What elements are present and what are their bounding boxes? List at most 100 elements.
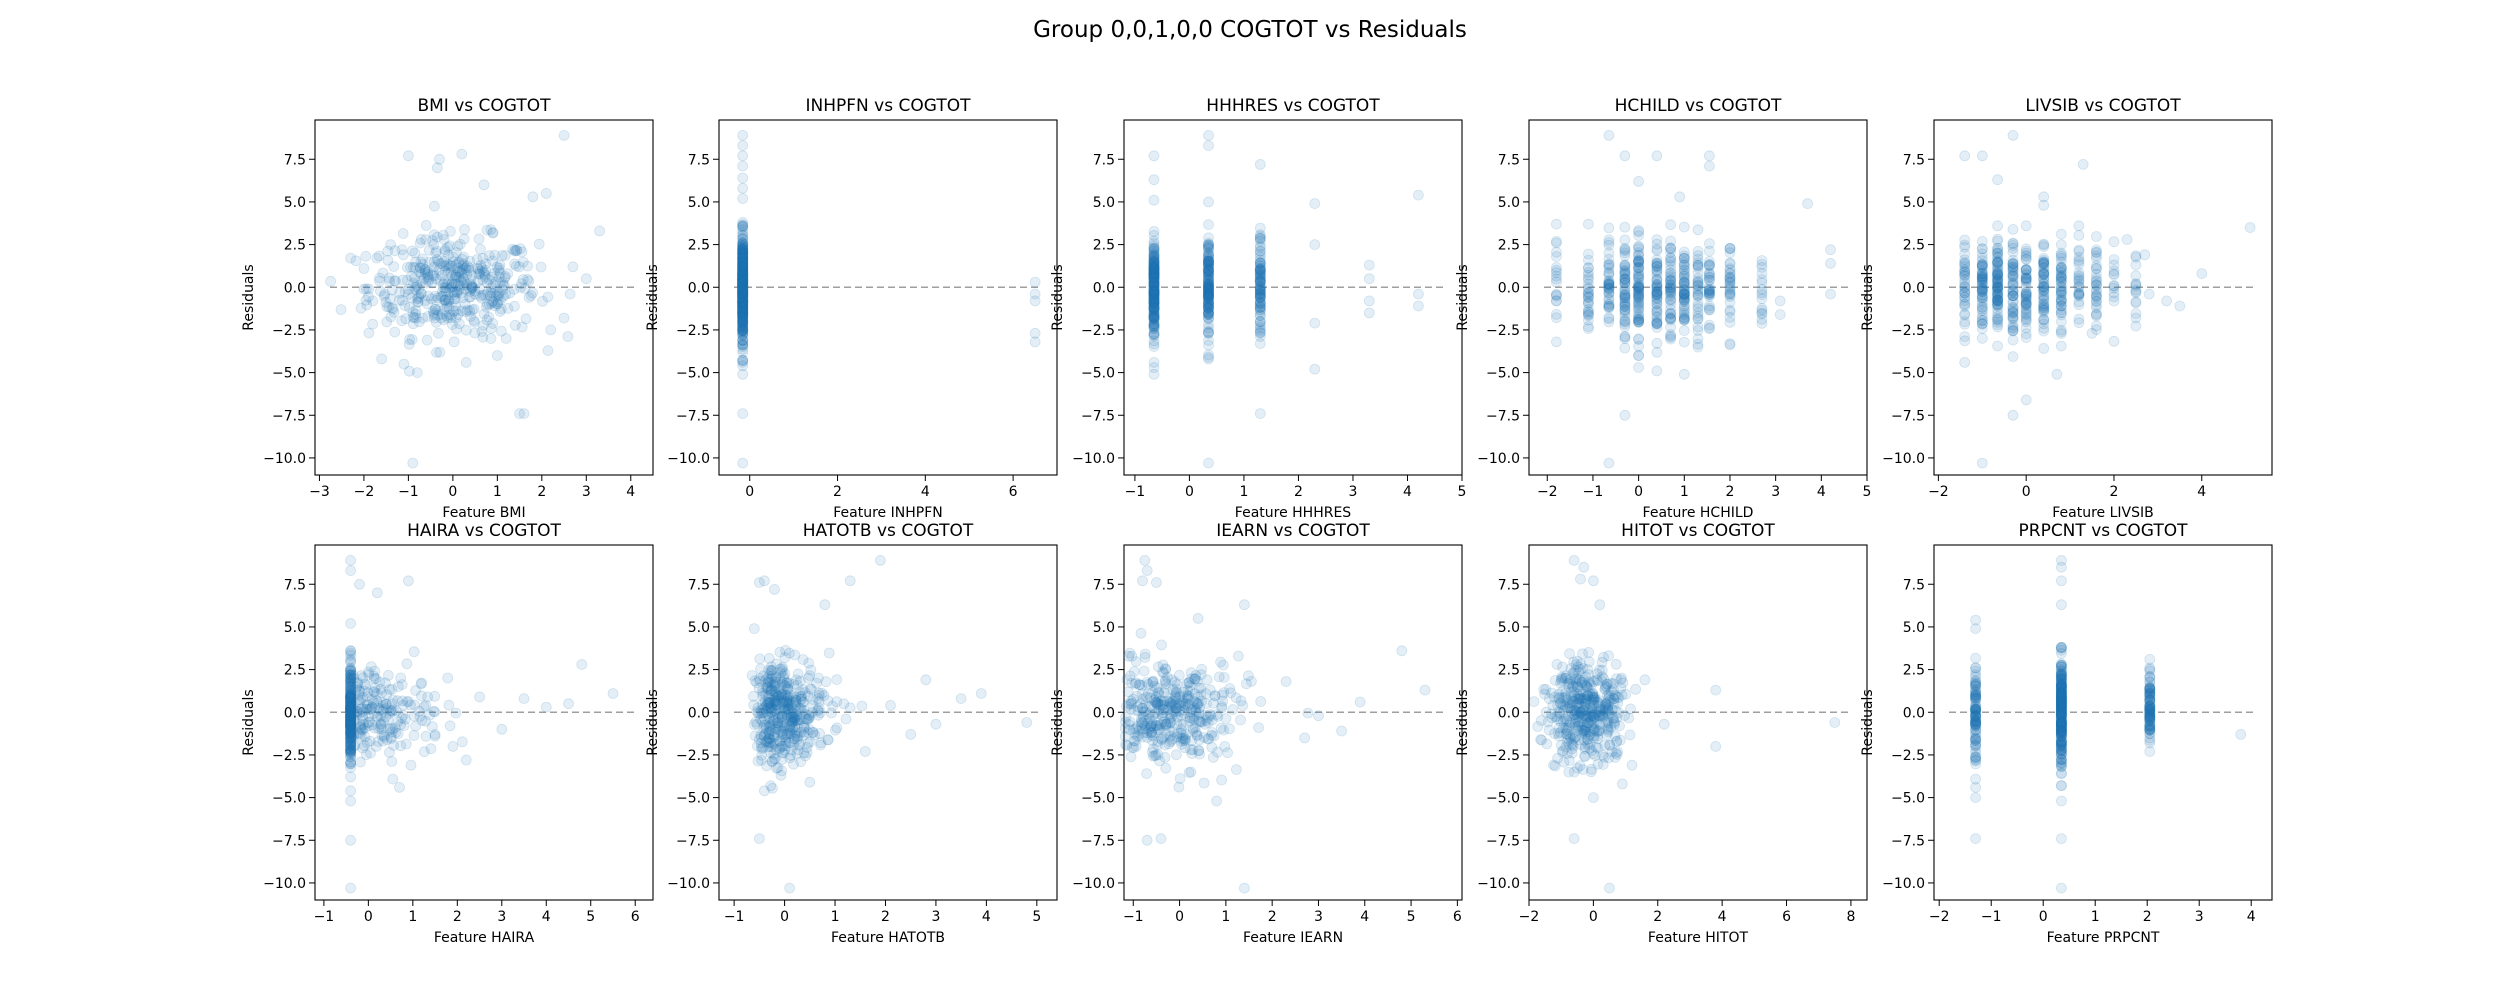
scatter-point [432, 327, 444, 339]
scatter-point [384, 293, 396, 305]
scatter-point [792, 668, 804, 680]
scatter-point [1678, 307, 1690, 319]
scatter-point [1124, 647, 1136, 659]
scatter-point [831, 674, 843, 685]
scatter-point [737, 290, 749, 302]
scatter-point [737, 252, 749, 264]
scatter-point [439, 294, 451, 306]
x-tick-label: −3 [309, 484, 330, 500]
scatter-point [1148, 230, 1160, 241]
scatter-point [813, 672, 824, 684]
scatter-point [1665, 333, 1676, 345]
scatter-point [1309, 198, 1321, 210]
scatter-point [2055, 300, 2067, 312]
scatter-point [406, 245, 418, 257]
scatter-point [1959, 331, 1971, 343]
scatter-point [422, 290, 434, 302]
scatter-point [1603, 222, 1615, 234]
scatter-point [489, 249, 501, 261]
scatter-point [488, 296, 500, 308]
scatter-point [443, 699, 455, 711]
scatter-point [1624, 729, 1636, 741]
scatter-point [769, 694, 781, 706]
scatter-point [439, 276, 450, 288]
scatter-point [399, 286, 411, 297]
scatter-point [502, 268, 514, 280]
scatter-point [1665, 295, 1676, 307]
scatter-point [471, 254, 483, 265]
scatter-point [1599, 683, 1611, 694]
scatter-point [1619, 307, 1631, 319]
scatter-point [1233, 650, 1244, 662]
y-axis-label: Residuals [645, 689, 661, 755]
scatter-point [428, 239, 440, 251]
scatter-point [2073, 275, 2085, 287]
scatter-point [2007, 129, 2019, 141]
scatter-point [514, 408, 525, 420]
scatter-point [1137, 575, 1148, 587]
scatter-point [452, 308, 464, 320]
scatter-point [1617, 778, 1628, 790]
scatter-point [1563, 766, 1575, 778]
scatter-point [477, 273, 489, 285]
y-tick-label: 2.5 [1093, 663, 1115, 679]
scatter-point [358, 283, 370, 295]
scatter-point [452, 262, 464, 274]
scatter-point [1970, 677, 1981, 689]
scatter-point [416, 275, 428, 287]
scatter-point [1568, 686, 1579, 698]
scatter-point [1603, 457, 1615, 469]
scatter-point [419, 295, 431, 306]
x-tick-label: −1 [724, 909, 745, 925]
scatter-point [1976, 150, 1988, 162]
scatter-point [498, 290, 509, 302]
scatter-point [434, 346, 446, 358]
scatter-point [1658, 718, 1670, 730]
scatter-point [442, 249, 454, 261]
scatter-point [2007, 223, 2019, 235]
scatter-point [423, 244, 435, 256]
scatter-point [1592, 696, 1604, 708]
scatter-point [456, 267, 468, 279]
scatter-point [1692, 250, 1704, 262]
scatter-point [513, 261, 525, 273]
scatter-point [737, 287, 749, 299]
scatter-point [1678, 259, 1690, 271]
scatter-point [417, 258, 429, 270]
y-tick-label: −10.0 [667, 876, 710, 892]
scatter-point [485, 224, 497, 236]
scatter-point [445, 312, 457, 324]
scatter-point [1619, 250, 1631, 262]
scatter-point [407, 311, 419, 323]
scatter-point [422, 269, 434, 281]
x-tick-label: −2 [1519, 909, 1540, 925]
scatter-point [396, 244, 408, 256]
scatter-point [1590, 741, 1602, 753]
scatter-point [449, 278, 461, 290]
y-tick-label: −10.0 [263, 876, 306, 892]
scatter-point [404, 334, 416, 345]
scatter-point [374, 275, 385, 287]
scatter-point [455, 287, 467, 299]
scatter-point [444, 283, 456, 295]
scatter-point [461, 269, 473, 281]
y-tick-label: 7.5 [688, 577, 710, 593]
scatter-point [352, 694, 364, 706]
scatter-point [353, 684, 365, 695]
y-tick-label: 7.5 [284, 152, 306, 168]
scatter-point [431, 346, 442, 358]
scatter-point [447, 286, 459, 298]
scatter-point [1148, 150, 1160, 162]
scatter-point [1119, 731, 1131, 742]
scatter-point [450, 312, 462, 324]
scatter-point [1976, 295, 1988, 307]
scatter-point [737, 457, 749, 469]
scatter-point [414, 237, 426, 249]
scatter-point [1551, 267, 1562, 279]
scatter-point [345, 771, 357, 783]
scatter-point [397, 709, 409, 721]
scatter-point [1254, 315, 1266, 327]
scatter-point [458, 233, 470, 245]
x-tick-label: 3 [1771, 484, 1780, 500]
